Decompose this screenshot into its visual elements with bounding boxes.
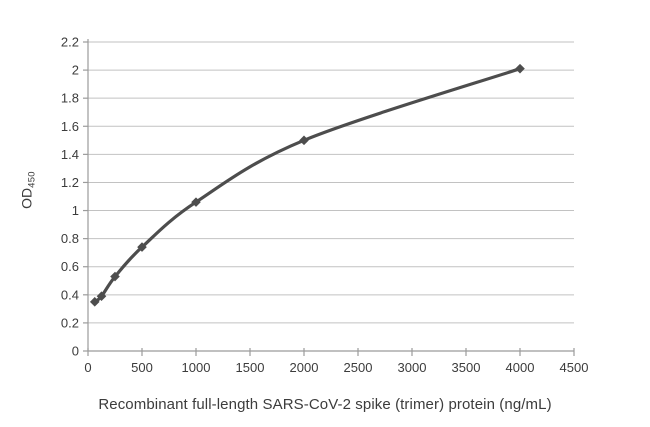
x-tick-label: 3000 xyxy=(398,360,427,375)
y-axis-label-text: OD xyxy=(18,187,35,209)
data-point-marker xyxy=(515,63,525,74)
y-axis-label: OD450 xyxy=(19,171,38,209)
y-tick-label: 1.6 xyxy=(61,119,79,134)
data-point-marker xyxy=(96,291,107,302)
y-tick-label: 1.2 xyxy=(61,175,79,190)
y-tick-label: 1.8 xyxy=(61,91,79,106)
y-tick-label: 1.4 xyxy=(61,147,79,162)
x-tick-label: 4000 xyxy=(506,360,535,375)
data-point-marker xyxy=(110,271,120,282)
x-tick-label: 1500 xyxy=(236,360,265,375)
data-point-marker xyxy=(137,242,147,252)
x-tick-label: 4500 xyxy=(560,360,589,375)
y-tick-label: 0.8 xyxy=(61,231,79,246)
y-tick-label: 1 xyxy=(72,203,79,218)
x-tick-label: 500 xyxy=(131,360,153,375)
x-tick-label: 0 xyxy=(84,360,91,375)
x-tick-label: 3500 xyxy=(452,360,481,375)
data-point-marker xyxy=(299,135,309,146)
data-point-marker xyxy=(191,197,201,207)
y-tick-label: 0.2 xyxy=(61,315,79,330)
data-point-marker xyxy=(89,297,100,307)
y-tick-label: 0.6 xyxy=(61,259,79,274)
x-tick-label: 1000 xyxy=(182,360,211,375)
y-tick-label: 2.2 xyxy=(61,35,79,50)
y-tick-label: 0.4 xyxy=(61,287,79,302)
x-tick-label: 2000 xyxy=(290,360,319,375)
x-axis-label: Recombinant full-length SARS-CoV-2 spike… xyxy=(98,396,552,413)
y-tick-label: 0 xyxy=(72,344,79,359)
y-tick-label: 2 xyxy=(72,63,79,78)
y-axis-label-subscript: 450 xyxy=(26,171,38,188)
x-tick-label: 2500 xyxy=(344,360,373,375)
